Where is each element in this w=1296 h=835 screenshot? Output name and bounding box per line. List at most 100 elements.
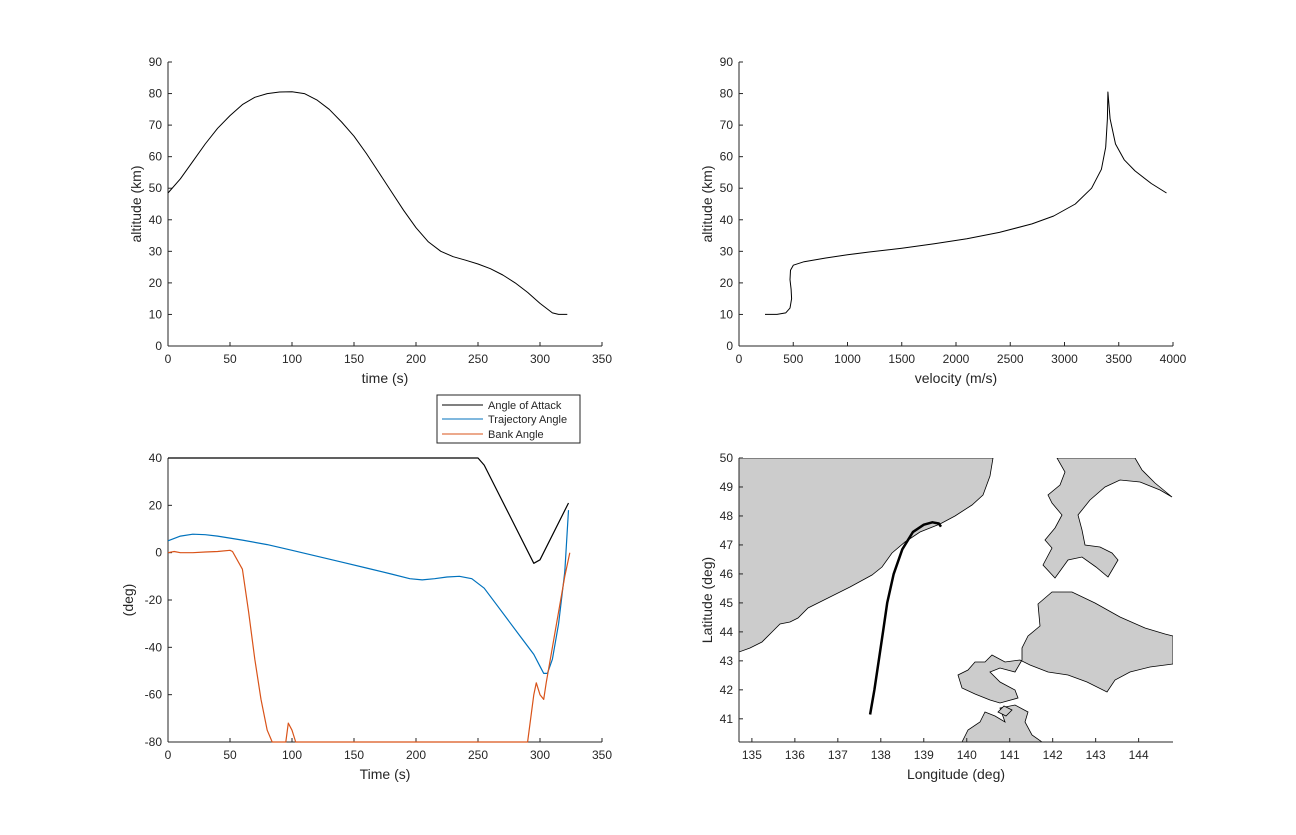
y-tick-label: 44 [720,625,734,639]
x-tick-label: 2000 [943,352,970,366]
series-line-trajectory-angle [167,510,570,675]
legend-label-bank-angle: Bank Angle [488,429,544,441]
y-tick-label: 0 [155,339,162,353]
x-tick-label: 150 [344,748,364,762]
x-tick-label: 100 [282,352,302,366]
x-tick-label: 250 [468,352,488,366]
x-tick-label: 142 [1043,748,1063,762]
y-tick-label: 20 [149,276,163,290]
y-tick-label: 50 [720,451,734,465]
series-lines [167,91,568,315]
altitude-time-plot: 0 50 100 150 200 250 300 350 0 10 20 30 40 50 60 70 80 9… [128,55,612,386]
legend: Angle of Attack Trajectory Angle Bank An… [436,394,581,444]
y-tick-label: 20 [720,276,734,290]
x-ticks: 0 50 100 150 200 250 300 350 [165,342,612,366]
y-tick-label: -60 [145,688,163,702]
y-tick-label: 46 [720,567,734,581]
x-tick-label: 138 [871,748,891,762]
y-tick-label: 90 [149,55,163,69]
series-line-0 [167,91,568,315]
series-line-angle-of-attack [168,457,570,564]
x-tick-label: 0 [165,352,172,366]
y-tick-label: 60 [149,150,163,164]
y-tick-label: 42 [720,683,734,697]
x-tick-label: 200 [406,352,426,366]
x-tick-label: 136 [785,748,805,762]
ground-track-map: 135 136 137 138 139 140 141 142 143 144 414243444… [699,451,1173,782]
x-tick-label: 50 [223,748,237,762]
y-tick-label: 90 [720,55,734,69]
y-tick-label: 70 [149,118,163,132]
y-tick-label: 47 [720,538,734,552]
y-ticks: -80 -60 -40 -20 0 20 40 [145,451,172,749]
x-axis-label: velocity (m/s) [915,370,997,386]
y-tick-label: 80 [149,87,163,101]
land-honshu-north [961,704,1043,742]
x-tick-label: 0 [165,748,172,762]
series-lines [868,521,943,715]
x-tick-label: 135 [742,748,762,762]
series-lines [167,457,571,743]
x-tick-label: 139 [914,748,934,762]
x-tick-label: 100 [282,748,302,762]
legend-label-trajectory-angle: Trajectory Angle [488,414,567,426]
y-tick-label: 45 [720,596,734,610]
y-tick-label: 50 [720,181,734,195]
x-tick-label: 141 [1000,748,1020,762]
x-tick-label: 0 [736,352,743,366]
x-tick-label: 4000 [1160,352,1187,366]
x-tick-label: 3000 [1051,352,1078,366]
x-tick-label: 140 [957,748,977,762]
y-ticks: 41 42 43 44 45 46 47 48 49 50 [720,451,743,726]
y-tick-label: 40 [149,451,163,465]
x-axis-label: Longitude (deg) [907,766,1005,782]
altitude-velocity-plot: 0 500 1000 1500 2000 2500 3000 3500 4000 0 10 20 30… [699,55,1187,386]
y-tick-label: 30 [720,244,734,258]
y-tick-label: 80 [720,87,734,101]
y-tick-label: 49 [720,480,734,494]
y-tick-label: -20 [145,593,163,607]
x-tick-label: 143 [1086,748,1106,762]
y-ticks: 0 10 20 30 40 50 60 70 80 90 [149,55,172,353]
y-tick-label: -40 [145,640,163,654]
land-mainland-asia [739,458,994,653]
x-axis-label: Time (s) [360,766,411,782]
y-axis-label: altitude (km) [128,165,144,242]
x-tick-label: 150 [344,352,364,366]
x-tick-label: 250 [468,748,488,762]
x-axis-label: time (s) [362,370,409,386]
y-tick-label: 0 [155,546,162,560]
x-tick-label: 3500 [1105,352,1132,366]
land-island-small [997,705,1013,717]
land-hokkaido [957,591,1173,704]
angles-time-plot: 0 50 100 150 200 250 300 350 -80-60-40-2002040 … [120,394,612,782]
x-ticks: 0 500 1000 1500 2000 2500 3000 3500 4000 [736,342,1187,366]
y-axis-label: (deg) [120,584,136,617]
x-tick-label: 1500 [888,352,915,366]
x-tick-label: 350 [592,748,612,762]
legend-label-angle-of-attack: Angle of Attack [488,400,562,412]
x-tick-label: 1000 [834,352,861,366]
y-tick-label: 10 [720,307,734,321]
x-tick-label: 137 [828,748,848,762]
series-lines [765,91,1167,315]
series-line-0 [868,521,943,715]
y-tick-label: 60 [720,150,734,164]
y-tick-label: 48 [720,509,734,523]
x-tick-label: 200 [406,748,426,762]
x-tick-label: 500 [783,352,803,366]
x-tick-label: 300 [530,352,550,366]
x-tick-label: 2500 [997,352,1024,366]
y-tick-label: 43 [720,654,734,668]
y-tick-label: 40 [720,213,734,227]
x-tick-label: 300 [530,748,550,762]
map-land [739,458,1173,742]
y-tick-label: 0 [726,339,733,353]
y-tick-label: 70 [720,118,734,132]
y-tick-label: 20 [149,498,163,512]
y-tick-label: 10 [149,307,163,321]
series-line-0 [765,91,1167,315]
y-axis-label: Latitude (deg) [699,557,715,643]
y-tick-label: 30 [149,244,163,258]
